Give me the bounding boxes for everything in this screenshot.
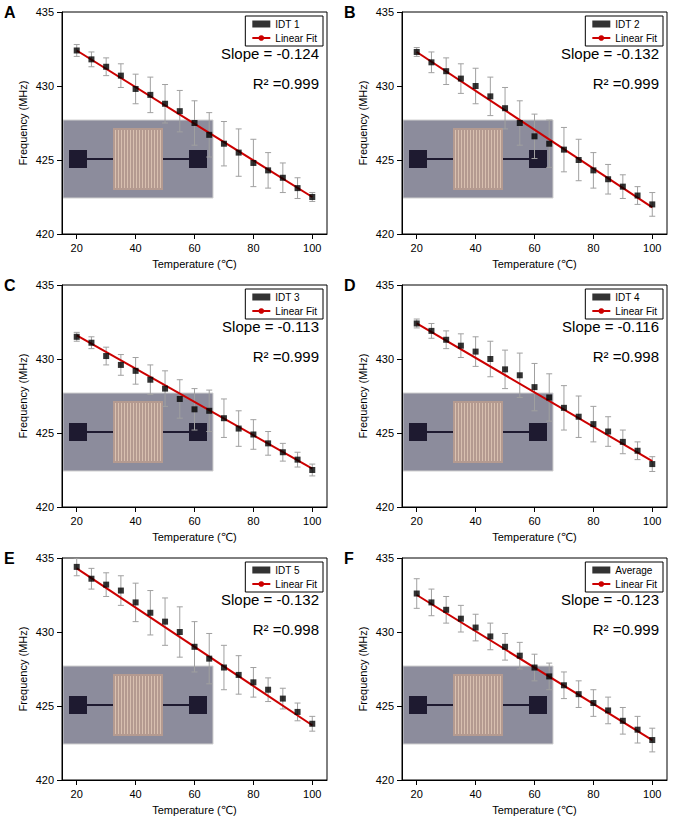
svg-text:430: 430 xyxy=(36,80,54,92)
svg-text:425: 425 xyxy=(36,154,54,166)
svg-text:Frequency (MHz): Frequency (MHz) xyxy=(17,627,29,712)
svg-text:420: 420 xyxy=(376,501,394,513)
svg-text:A: A xyxy=(4,4,16,21)
svg-text:435: 435 xyxy=(36,6,54,18)
svg-text:60: 60 xyxy=(188,242,200,254)
svg-text:Slope = -0.132: Slope = -0.132 xyxy=(561,45,659,62)
svg-text:IDT 2: IDT 2 xyxy=(615,19,640,30)
svg-text:20: 20 xyxy=(411,515,423,527)
svg-text:R² =0.999: R² =0.999 xyxy=(593,621,659,638)
svg-text:425: 425 xyxy=(36,427,54,439)
svg-text:60: 60 xyxy=(188,515,200,527)
svg-text:IDT 3: IDT 3 xyxy=(275,292,300,303)
svg-text:20: 20 xyxy=(71,242,83,254)
svg-text:40: 40 xyxy=(129,515,141,527)
svg-text:60: 60 xyxy=(188,788,200,800)
svg-text:Linear Fit: Linear Fit xyxy=(275,306,317,317)
svg-text:IDT 5: IDT 5 xyxy=(275,565,300,576)
svg-text:420: 420 xyxy=(36,228,54,240)
svg-text:IDT 4: IDT 4 xyxy=(615,292,640,303)
svg-text:420: 420 xyxy=(36,774,54,786)
svg-text:E: E xyxy=(4,550,15,567)
svg-text:425: 425 xyxy=(36,700,54,712)
svg-text:60: 60 xyxy=(528,515,540,527)
svg-text:Slope = -0.113: Slope = -0.113 xyxy=(222,318,319,335)
svg-text:B: B xyxy=(344,4,356,21)
svg-text:IDT 1: IDT 1 xyxy=(275,19,300,30)
svg-text:100: 100 xyxy=(303,788,321,800)
svg-text:100: 100 xyxy=(303,515,321,527)
svg-text:Linear Fit: Linear Fit xyxy=(275,33,317,44)
svg-text:430: 430 xyxy=(36,626,54,638)
svg-text:435: 435 xyxy=(36,552,54,564)
svg-text:420: 420 xyxy=(376,774,394,786)
svg-text:435: 435 xyxy=(376,279,394,291)
svg-text:430: 430 xyxy=(376,626,394,638)
svg-text:Temperature (℃): Temperature (℃) xyxy=(492,258,577,270)
svg-text:420: 420 xyxy=(376,228,394,240)
svg-text:Linear Fit: Linear Fit xyxy=(615,306,657,317)
svg-text:C: C xyxy=(4,277,16,294)
svg-text:Temperature (℃): Temperature (℃) xyxy=(152,258,237,270)
svg-text:20: 20 xyxy=(71,788,83,800)
svg-text:100: 100 xyxy=(303,242,321,254)
svg-text:Temperature (℃): Temperature (℃) xyxy=(152,531,237,543)
svg-text:Slope = -0.123: Slope = -0.123 xyxy=(561,591,659,608)
svg-text:Frequency (MHz): Frequency (MHz) xyxy=(17,81,29,166)
svg-text:435: 435 xyxy=(376,6,394,18)
svg-text:R² =0.998: R² =0.998 xyxy=(593,348,659,365)
svg-text:80: 80 xyxy=(587,515,599,527)
svg-text:80: 80 xyxy=(247,515,259,527)
svg-text:Temperature (℃): Temperature (℃) xyxy=(492,531,577,543)
svg-text:R² =0.999: R² =0.999 xyxy=(253,348,319,365)
svg-text:40: 40 xyxy=(469,788,481,800)
svg-text:Temperature (℃): Temperature (℃) xyxy=(152,804,237,816)
svg-text:100: 100 xyxy=(643,515,661,527)
svg-text:435: 435 xyxy=(36,279,54,291)
svg-text:430: 430 xyxy=(376,353,394,365)
svg-text:40: 40 xyxy=(129,242,141,254)
svg-text:Slope = -0.124: Slope = -0.124 xyxy=(221,45,319,62)
svg-text:Average: Average xyxy=(615,565,653,576)
svg-text:80: 80 xyxy=(247,788,259,800)
svg-text:Frequency (MHz): Frequency (MHz) xyxy=(357,81,369,166)
svg-text:60: 60 xyxy=(528,242,540,254)
svg-text:Frequency (MHz): Frequency (MHz) xyxy=(357,627,369,712)
svg-text:40: 40 xyxy=(129,788,141,800)
svg-text:425: 425 xyxy=(376,154,394,166)
svg-text:F: F xyxy=(344,550,354,567)
svg-text:20: 20 xyxy=(71,515,83,527)
svg-text:R² =0.998: R² =0.998 xyxy=(253,621,319,638)
svg-text:20: 20 xyxy=(411,788,423,800)
svg-text:100: 100 xyxy=(643,242,661,254)
svg-text:Linear Fit: Linear Fit xyxy=(275,579,317,590)
svg-text:40: 40 xyxy=(469,515,481,527)
svg-text:80: 80 xyxy=(587,788,599,800)
svg-text:80: 80 xyxy=(247,242,259,254)
svg-text:Slope = -0.116: Slope = -0.116 xyxy=(562,318,659,335)
svg-text:Frequency (MHz): Frequency (MHz) xyxy=(17,354,29,439)
svg-text:40: 40 xyxy=(469,242,481,254)
svg-text:60: 60 xyxy=(528,788,540,800)
svg-text:430: 430 xyxy=(36,353,54,365)
svg-text:Slope = -0.132: Slope = -0.132 xyxy=(221,591,319,608)
svg-text:D: D xyxy=(344,277,356,294)
svg-text:80: 80 xyxy=(587,242,599,254)
svg-text:R² =0.999: R² =0.999 xyxy=(593,75,659,92)
svg-text:100: 100 xyxy=(643,788,661,800)
svg-text:425: 425 xyxy=(376,427,394,439)
svg-text:430: 430 xyxy=(376,80,394,92)
svg-text:435: 435 xyxy=(376,552,394,564)
svg-text:Linear Fit: Linear Fit xyxy=(615,579,657,590)
svg-text:Frequency (MHz): Frequency (MHz) xyxy=(357,354,369,439)
svg-text:Linear Fit: Linear Fit xyxy=(615,33,657,44)
svg-text:R² =0.999: R² =0.999 xyxy=(253,75,319,92)
svg-text:20: 20 xyxy=(411,242,423,254)
svg-text:420: 420 xyxy=(36,501,54,513)
svg-text:Temperature (℃): Temperature (℃) xyxy=(492,804,577,816)
svg-text:425: 425 xyxy=(376,700,394,712)
